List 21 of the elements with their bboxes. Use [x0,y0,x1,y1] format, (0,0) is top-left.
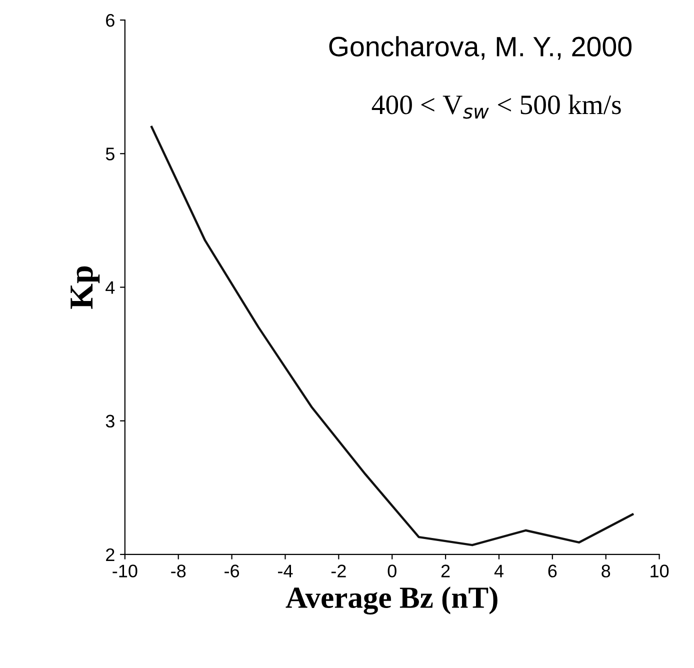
x-tick-label: 6 [548,564,557,578]
x-tick-label: 8 [602,564,610,578]
y-tick-label: 4 [106,281,115,294]
y-tick-label: 2 [106,548,114,561]
x-tick-label: -8 [171,564,186,578]
y-tick-label: 5 [106,148,114,160]
y-tick-label: 3 [106,414,114,428]
line-series [150,126,634,546]
annotation: Goncharova, M. Y., 2000 [329,36,632,60]
x-tick-label: -6 [224,564,240,578]
annotation: 400 < V$_{sw}$ < 500 km/s [372,94,621,119]
x-tick-label: -2 [331,564,346,578]
x-tick-label: -10 [112,564,138,578]
x-tick-label: 0 [388,564,396,578]
y-tick-label: 6 [106,14,114,27]
x-axis-title: Average Bz (nT) [286,586,498,614]
x-tick-label: -4 [278,564,293,578]
x-tick-label: 10 [650,564,669,578]
x-tick-label: 2 [441,564,450,578]
y-axis-title: Kp [70,266,100,309]
x-tick-label: 4 [494,564,504,578]
